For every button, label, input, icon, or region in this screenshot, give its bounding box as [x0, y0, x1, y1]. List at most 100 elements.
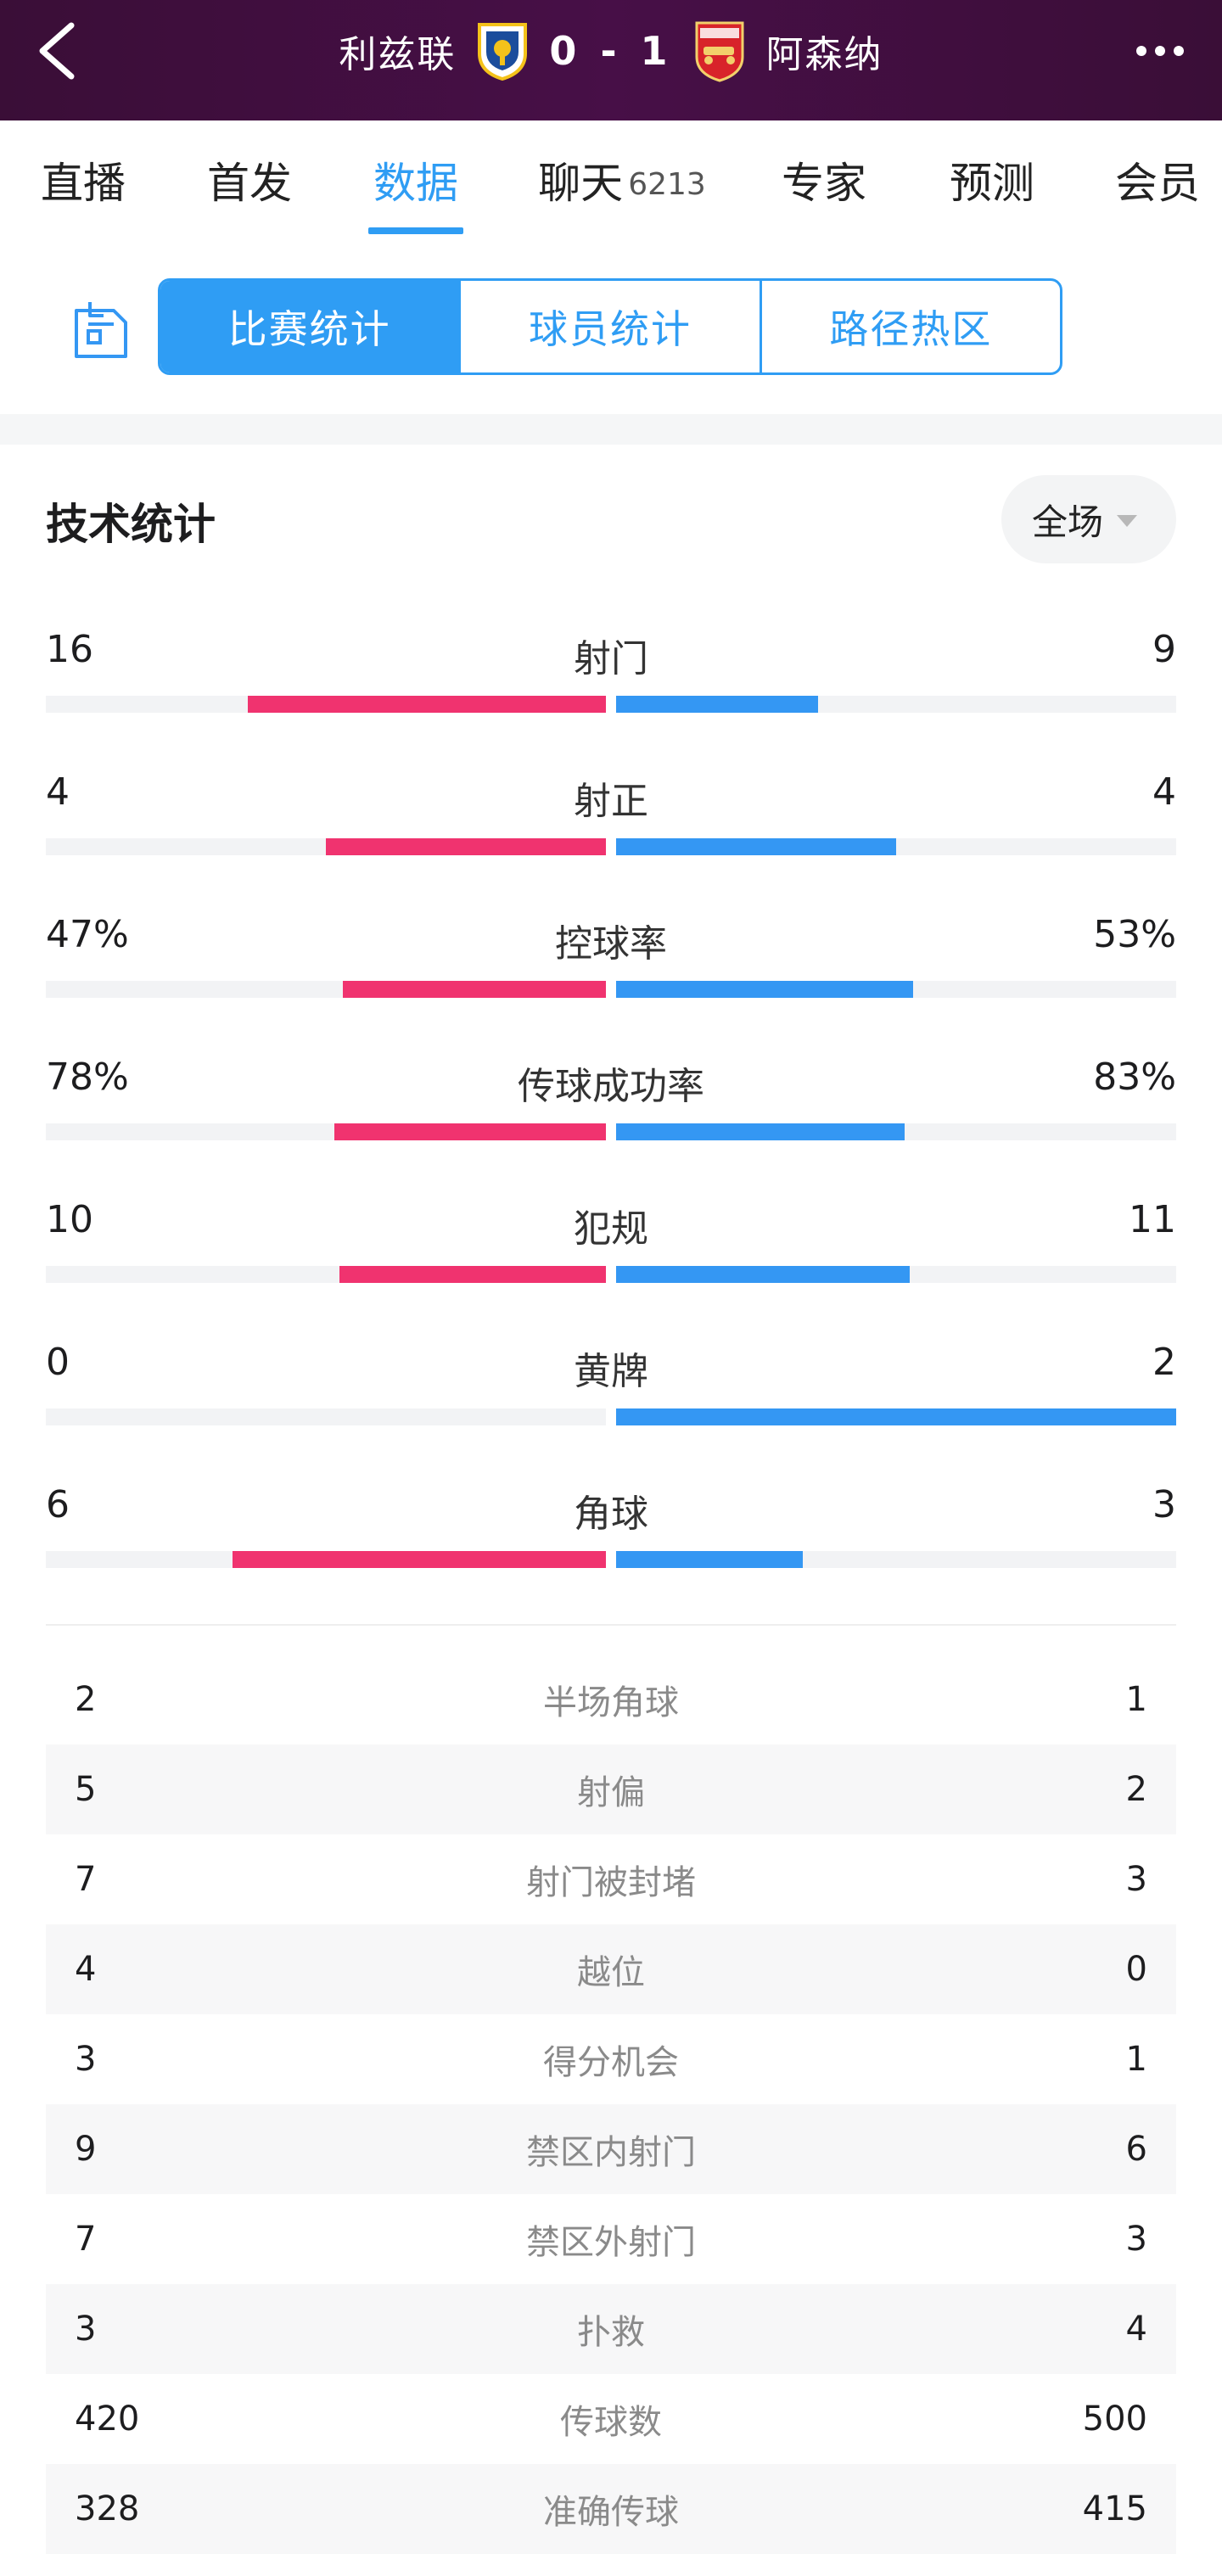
- away-value: 3: [1152, 1483, 1176, 1526]
- away-value: 4: [1152, 770, 1176, 814]
- away-team-name[interactable]: 阿森纳: [765, 33, 883, 76]
- home-bar-track: [46, 1551, 606, 1568]
- home-value: 4: [46, 770, 70, 814]
- home-bar: [343, 981, 606, 998]
- match-score: 0 - 1: [549, 28, 673, 74]
- away-value: 11: [1129, 1198, 1176, 1241]
- home-value: 10: [46, 1198, 93, 1241]
- away-bar-track: [616, 1123, 1176, 1140]
- more-button[interactable]: [1132, 32, 1200, 70]
- segment-match-stats[interactable]: 比赛统计: [160, 281, 459, 372]
- bar-stat-row: 10 犯规 11: [46, 1198, 1176, 1317]
- away-bar-track: [616, 696, 1176, 713]
- tab-predict[interactable]: 预测: [903, 120, 1081, 239]
- away-value: 6: [1125, 2130, 1147, 2169]
- away-bar: [616, 1551, 803, 1568]
- stat-label: 越位: [577, 1953, 645, 1992]
- stat-label: 传球成功率: [518, 1065, 704, 1108]
- stat-label: 禁区内射门: [526, 2133, 696, 2172]
- tab-lineup[interactable]: 首发: [166, 120, 333, 239]
- back-arrow-icon: [39, 22, 75, 80]
- tab-label: 直播: [41, 159, 126, 208]
- detail-stats-table: 2 半场角球 1 5 射偏 2 7 射门被封堵 3 4 越位 0 3 得分机会 1 9 禁区内射门 6 …: [46, 1655, 1176, 2554]
- export-image-icon[interactable]: [71, 297, 131, 361]
- away-value: 500: [1082, 2400, 1147, 2439]
- tab-vip[interactable]: 会员: [1081, 120, 1222, 239]
- away-value: 53%: [1093, 913, 1176, 956]
- chat-count: 6213: [628, 166, 706, 202]
- home-bar-track: [46, 696, 606, 713]
- table-row: 420 传球数 500: [46, 2374, 1176, 2464]
- away-value: 4: [1125, 2310, 1147, 2349]
- home-bar-track: [46, 1123, 606, 1140]
- back-button[interactable]: [32, 19, 83, 83]
- stat-label: 准确传球: [543, 2493, 679, 2532]
- bar-stat-row: 0 黄牌 2: [46, 1341, 1176, 1459]
- stats-divider: [46, 1624, 1176, 1626]
- tab-bar: 直播 首发 数据 聊天 6213 专家 预测 会员: [0, 120, 1222, 239]
- away-value: 83%: [1093, 1056, 1176, 1099]
- table-row: 3 扑救 4: [46, 2284, 1176, 2374]
- home-value: 16: [46, 628, 93, 671]
- tab-label: 会员: [1115, 159, 1200, 208]
- bar-stat-row: 6 角球 3: [46, 1483, 1176, 1602]
- home-bar-track: [46, 1408, 606, 1425]
- away-bar-track: [616, 1408, 1176, 1425]
- tab-label: 聊天: [538, 159, 624, 208]
- stat-label: 禁区外射门: [526, 2223, 696, 2262]
- home-bar: [339, 1266, 606, 1283]
- away-value: 3: [1125, 1860, 1147, 1899]
- home-value: 328: [75, 2489, 140, 2528]
- stat-label: 射门: [574, 637, 648, 680]
- arsenal-crest-icon[interactable]: [692, 20, 748, 82]
- home-value: 78%: [46, 1056, 129, 1099]
- table-row: 4 越位 0: [46, 1924, 1176, 2014]
- tab-experts[interactable]: 专家: [745, 120, 903, 239]
- tab-data[interactable]: 数据: [333, 120, 499, 239]
- away-bar: [616, 1123, 905, 1140]
- period-value: 全场: [1032, 501, 1104, 543]
- table-row: 5 射偏 2: [46, 1744, 1176, 1834]
- bar-stat-row: 16 射门 9: [46, 628, 1176, 747]
- away-bar-track: [616, 838, 1176, 855]
- bar-stat-row: 78% 传球成功率 83%: [46, 1056, 1176, 1174]
- stats-segment-control: 比赛统计 球员统计 路径热区: [158, 278, 1062, 375]
- home-bar: [326, 838, 606, 855]
- table-row: 3 得分机会 1: [46, 2014, 1176, 2104]
- leeds-crest-icon[interactable]: [474, 20, 530, 82]
- bar-stat-row: 4 射正 4: [46, 770, 1176, 889]
- table-row: 2 半场角球 1: [46, 1655, 1176, 1744]
- away-bar: [616, 981, 913, 998]
- home-value: 6: [46, 1483, 70, 1526]
- stat-label: 射正: [574, 780, 648, 823]
- home-value: 9: [75, 2130, 97, 2169]
- home-value: 4: [75, 1950, 97, 1989]
- tab-label: 首发: [207, 159, 292, 208]
- away-value: 1: [1125, 2040, 1147, 2079]
- home-value: 7: [75, 1860, 97, 1899]
- table-row: 328 准确传球 415: [46, 2464, 1176, 2554]
- home-value: 5: [75, 1770, 97, 1809]
- tab-chat[interactable]: 聊天 6213: [499, 120, 745, 239]
- period-dropdown[interactable]: 全场: [1001, 475, 1176, 563]
- home-team-name[interactable]: 利兹联: [339, 33, 457, 76]
- away-bar: [616, 838, 896, 855]
- tab-label: 预测: [950, 159, 1034, 208]
- stat-label: 得分机会: [543, 2043, 679, 2082]
- segment-player-stats[interactable]: 球员统计: [458, 281, 759, 372]
- home-bar: [233, 1551, 606, 1568]
- section-separator: [0, 414, 1222, 445]
- stat-label: 扑救: [577, 2313, 645, 2352]
- segment-label: 球员统计: [528, 306, 692, 352]
- caret-down-icon: [1117, 515, 1138, 527]
- tab-live[interactable]: 直播: [0, 120, 166, 239]
- away-value: 415: [1082, 2489, 1147, 2528]
- stat-label: 角球: [574, 1492, 648, 1536]
- active-tab-indicator: [368, 227, 463, 234]
- scoreline: 利兹联 0 - 1 阿森纳: [0, 0, 1222, 102]
- away-value: 9: [1152, 628, 1176, 671]
- away-value: 2: [1125, 1770, 1147, 1809]
- home-bar: [334, 1123, 606, 1140]
- away-bar: [616, 1408, 1176, 1425]
- segment-heatmap[interactable]: 路径热区: [759, 281, 1060, 372]
